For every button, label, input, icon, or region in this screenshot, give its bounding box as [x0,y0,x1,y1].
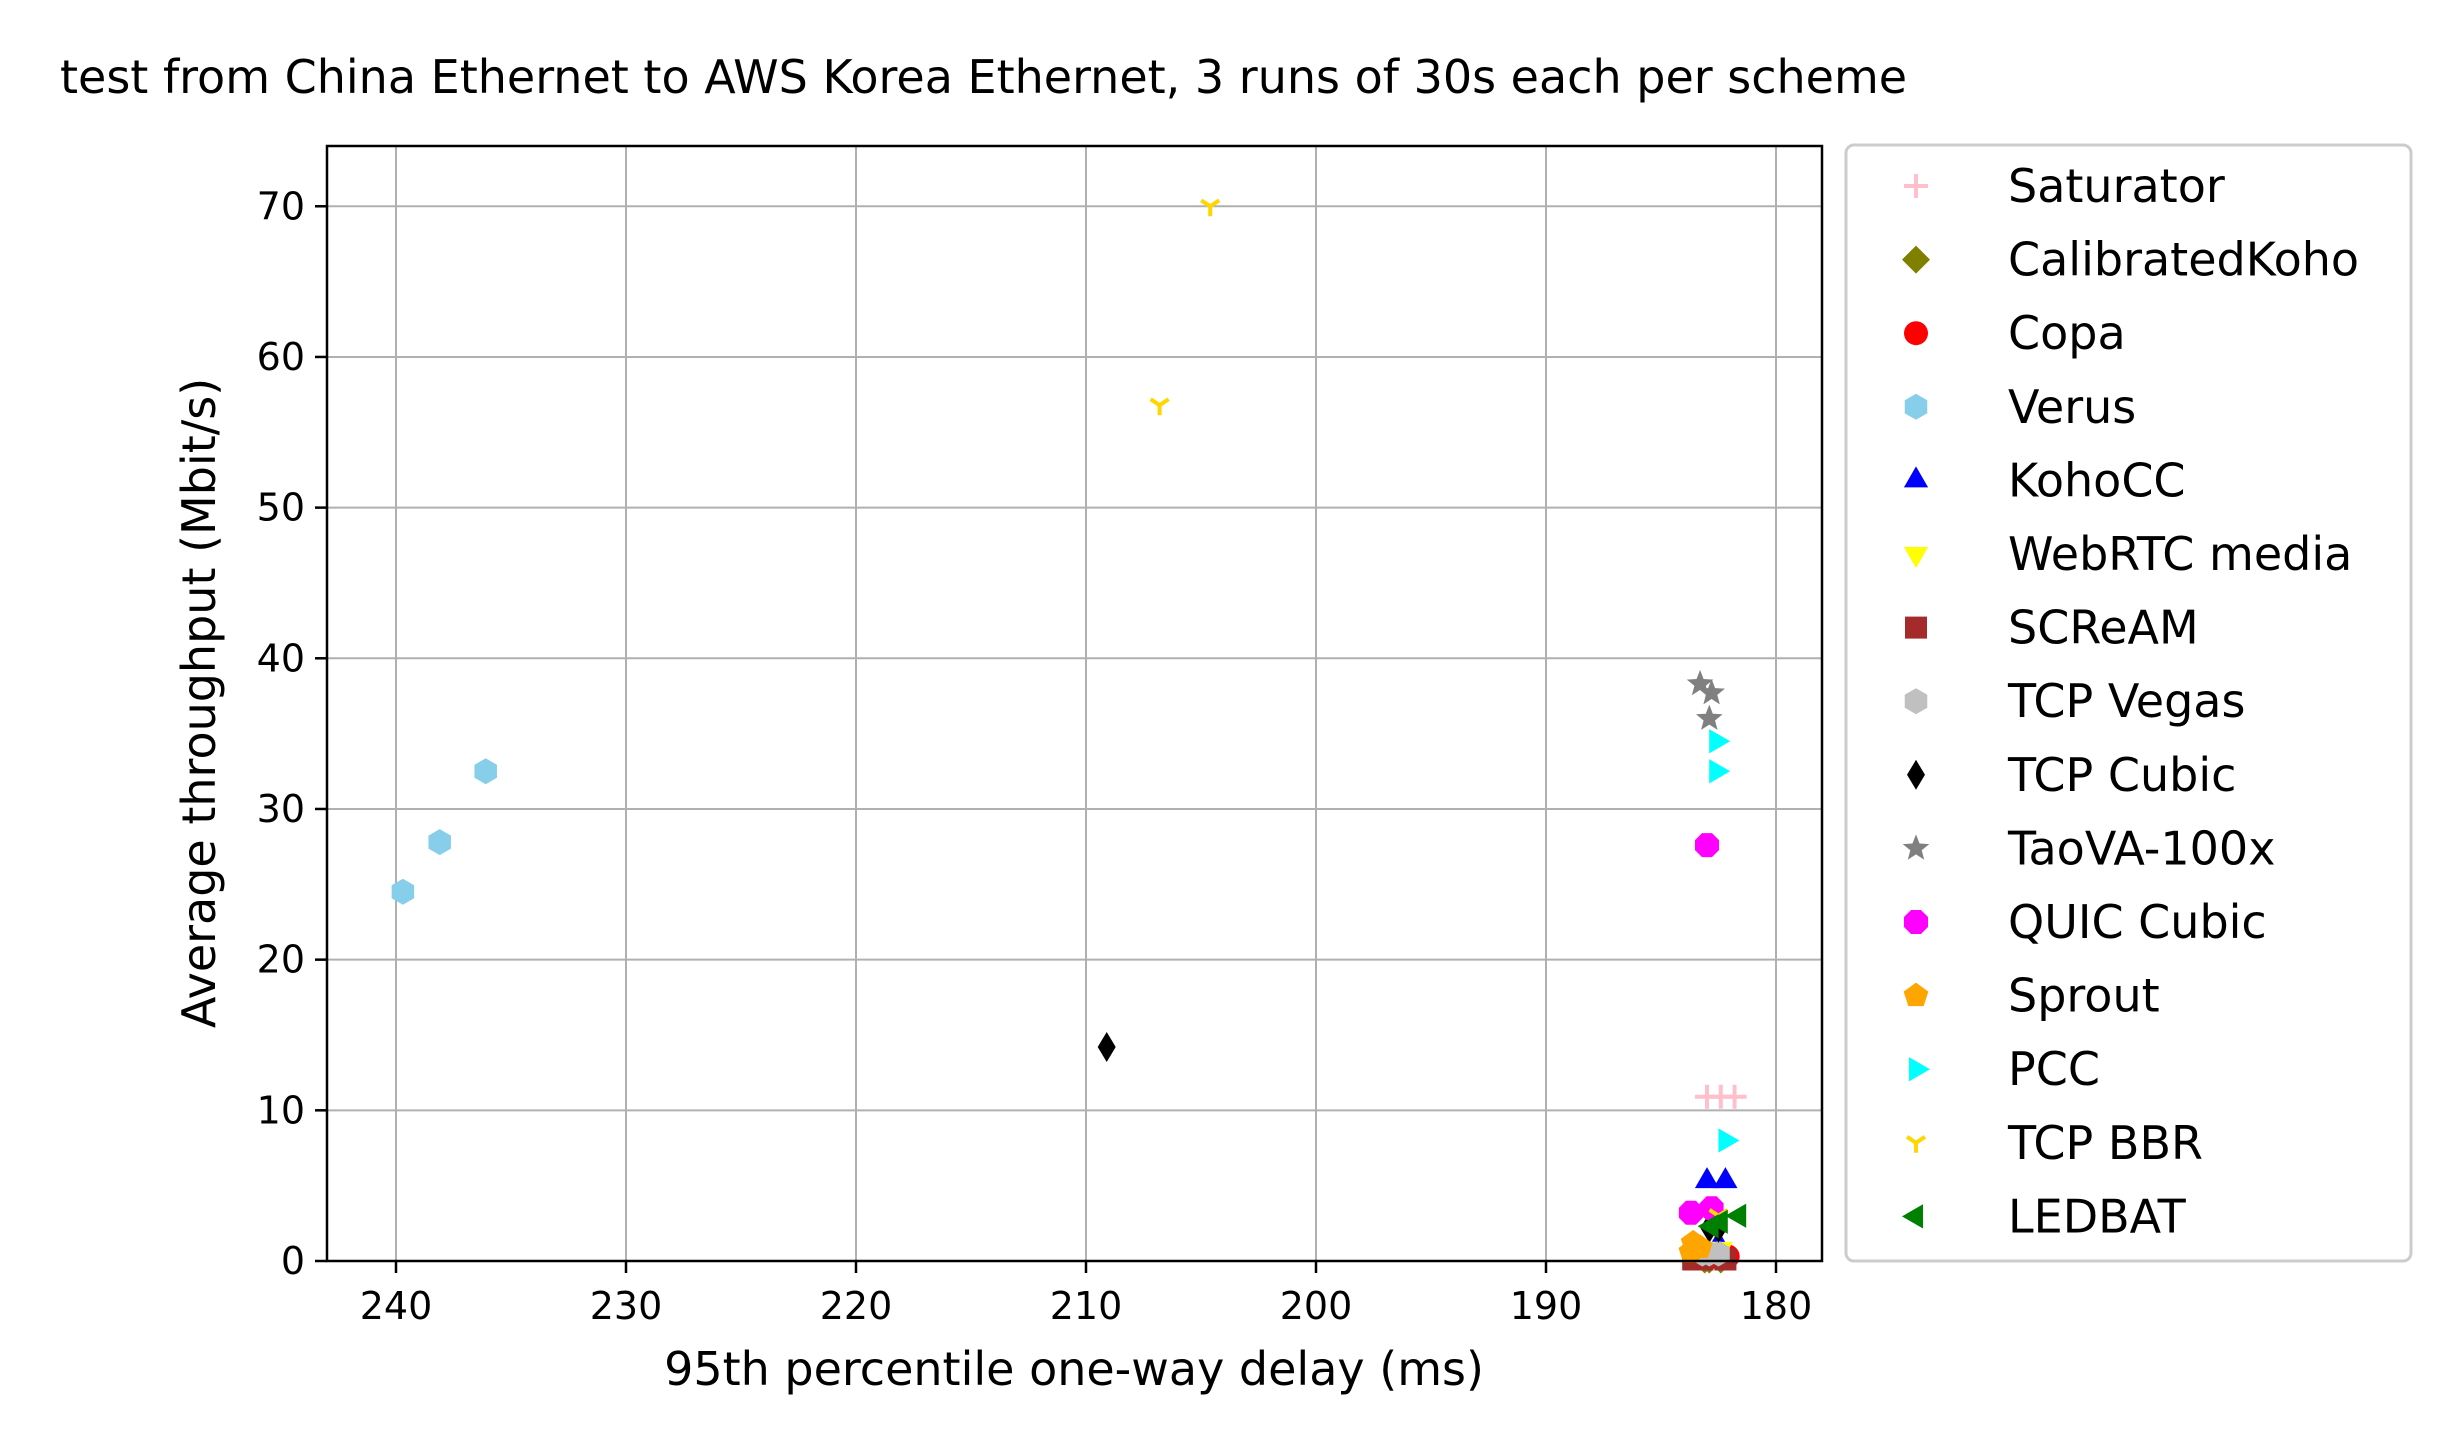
series-taova-100x [1686,669,1725,730]
legend-item: Sprout [1903,969,2160,1023]
legend-marker [1903,982,1929,1007]
legend-item: KohoCC [1903,453,2186,507]
legend-item: CalibratedKoho [1902,233,2359,287]
y-tick-label: 70 [257,184,305,228]
legend-marker [1904,393,1928,420]
legend-label: TCP BBR [2007,1116,2203,1170]
y-tick-label: 0 [281,1239,305,1283]
legend-label: QUIC Cubic [2008,895,2267,949]
data-point [1725,1203,1747,1228]
data-point [1678,1200,1703,1225]
legend-item: LEDBAT [1902,1189,2187,1243]
data-point [1097,1032,1116,1062]
y-tick-label: 10 [257,1088,305,1132]
series-verus [391,758,497,905]
data-point [1149,397,1170,416]
legend-item: PCC [1909,1042,2100,1096]
legend-label: LEDBAT [2008,1189,2187,1243]
data-point [1722,1084,1747,1109]
legend-marker [1902,1204,1923,1229]
y-tick-label: 60 [257,335,305,379]
y-axis-label: Average throughput (Mbit/s) [172,378,226,1028]
x-tick-label: 200 [1280,1284,1353,1328]
data-point [1718,1128,1740,1153]
legend-marker [1902,245,1930,274]
legend-item: QUIC Cubic [1903,895,2267,949]
axis-ticks: 240 230 220 210 200 190 180 0 10 20 30 40 50 60 70 [257,184,1813,1328]
legend-item: Verus [1904,380,2136,434]
data-point [1694,833,1720,858]
legend-marker [1905,616,1927,639]
x-tick-label: 240 [360,1284,433,1328]
data-point [1698,679,1725,705]
legend-label: TaoVA-100x [2007,821,2275,875]
x-axis-label: 95th percentile one-way delay (ms) [664,1342,1484,1396]
x-tick-label: 180 [1740,1284,1813,1328]
y-tick-label: 40 [257,636,305,680]
legend-label: KohoCC [2008,453,2186,507]
legend-marker [1903,466,1929,488]
legend-marker [1907,759,1925,790]
data-point [1695,704,1723,730]
legend-item: Saturator [1904,159,2225,213]
data-point [1709,759,1731,784]
data-point [474,758,497,785]
chart-title: test from China Ethernet to AWS Korea Et… [60,50,1907,104]
legend-frame [1844,143,2413,1263]
series-sprout [1678,1229,1713,1263]
legend-label: PCC [2008,1042,2100,1096]
legend-label: Verus [2008,380,2136,434]
legend-item: WebRTC media [1903,527,2352,581]
legend-item: Copa [1904,306,2126,360]
data-point [1678,1239,1704,1263]
series-pcc [1709,729,1740,1153]
legend-marker [1902,834,1930,860]
legend-item: SCReAM [1905,601,2199,655]
data-point [1694,1167,1720,1189]
data-point [1706,1209,1728,1234]
legend-marker [1909,1057,1930,1082]
y-tick-label: 50 [257,486,305,530]
legend-marker [1904,321,1928,346]
x-tick-label: 210 [1050,1284,1123,1328]
legend-label: TCP Cubic [2007,748,2236,802]
legend-label: TCP Vegas [2007,674,2245,728]
legend-item: TCP BBR [1905,1116,2203,1170]
legend-marker [1904,174,1928,198]
data-point [391,878,415,905]
legend: Saturator CalibratedKoho Copa Verus KohoCC We… [1844,143,2413,1263]
data-point [1686,669,1714,696]
legend-marker [1903,909,1929,935]
series-ledbat [1697,1203,1747,1239]
x-tick-label: 190 [1510,1284,1583,1328]
series-saturator [1695,1084,1747,1109]
data-points [391,198,1747,1274]
legend-marker [1904,688,1928,715]
x-tick-label: 220 [820,1284,893,1328]
data-point [428,829,451,856]
legend-label: CalibratedKoho [2008,233,2359,287]
y-tick-label: 30 [257,787,305,831]
y-tick-label: 20 [257,938,305,982]
legend-label: WebRTC media [2008,527,2352,581]
legend-label: Saturator [2008,159,2225,213]
x-tick-label: 230 [590,1284,663,1328]
legend-item: TCP Cubic [1907,748,2236,802]
legend-item: TCP Vegas [1904,674,2245,728]
legend-label: Copa [2008,306,2126,360]
plot-area-frame [325,144,1824,1263]
legend-marker [1905,1135,1927,1153]
legend-label: Sprout [2008,969,2160,1023]
data-point [1200,198,1221,217]
legend-item: TaoVA-100x [1902,821,2275,875]
legend-label: SCReAM [2008,601,2199,655]
data-point [1709,729,1731,754]
data-point [1713,1167,1738,1189]
legend-marker [1903,547,1929,568]
